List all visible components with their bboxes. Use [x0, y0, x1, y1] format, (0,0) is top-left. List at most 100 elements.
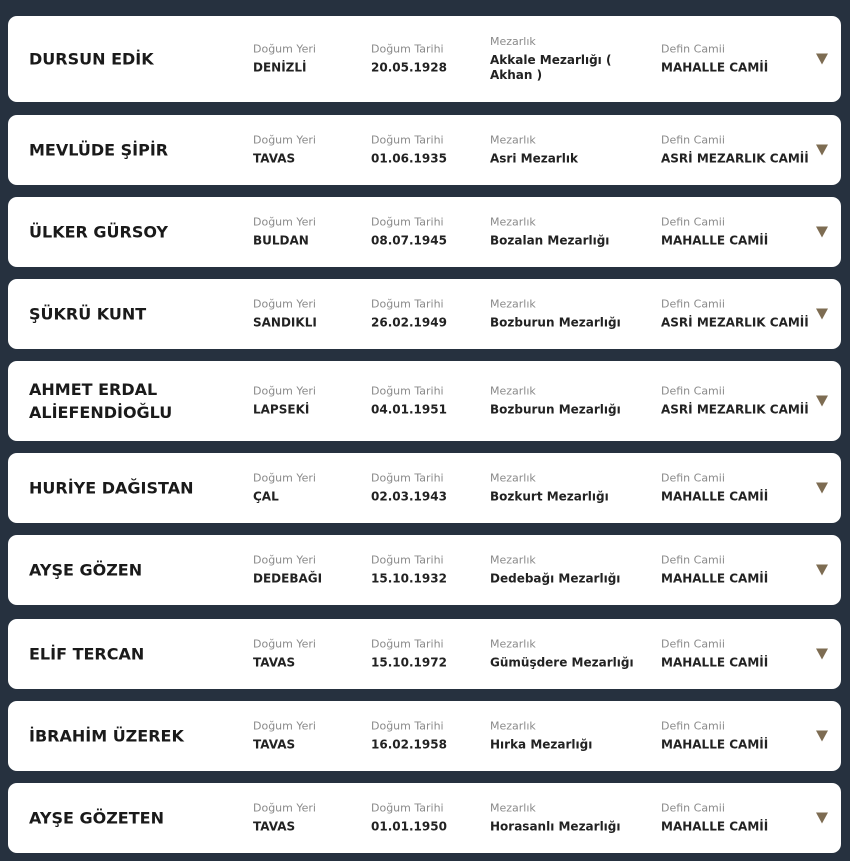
birthplace-value: ÇAL [253, 489, 279, 504]
cemetery-value: Horasanlı Mezarlığı [490, 819, 621, 834]
birthdate-field: Doğum Tarihi 16.02.1958 [371, 720, 447, 753]
mosque-value: ASRİ MEZARLIK CAMİİ [661, 151, 809, 166]
birthplace-field: Doğum Yeri DEDEBAĞI [253, 554, 322, 587]
birthplace-label: Doğum Yeri [253, 133, 316, 147]
deceased-name: ELİF TERCAN [29, 644, 145, 664]
birthdate-label: Doğum Tarihi [371, 471, 444, 485]
expand-arrow-icon[interactable] [816, 53, 828, 65]
birthplace-value: TAVAS [253, 737, 296, 752]
cemetery-field: Mezarlık Dedebağı Mezarlığı [490, 554, 655, 587]
cemetery-label: Mezarlık [490, 553, 536, 567]
expand-arrow-icon[interactable] [816, 395, 828, 407]
cemetery-field: Mezarlık Bozalan Mezarlığı [490, 216, 655, 249]
birthdate-field: Doğum Tarihi 01.06.1935 [371, 134, 447, 167]
birthplace-label: Doğum Yeri [253, 384, 316, 398]
expand-arrow-icon[interactable] [816, 730, 828, 742]
record-card[interactable]: ELİF TERCAN Doğum Yeri TAVAS Doğum Tarihi 1… [8, 619, 841, 689]
birthdate-label: Doğum Tarihi [371, 553, 444, 567]
mosque-value: MAHALLE CAMİİ [661, 489, 769, 504]
birthdate-field: Doğum Tarihi 08.07.1945 [371, 216, 447, 249]
birthdate-value: 26.02.1949 [371, 315, 447, 330]
deceased-name: HURİYE DAĞISTAN [29, 478, 194, 498]
birthplace-field: Doğum Yeri TAVAS [253, 134, 316, 167]
mosque-field: Defin Camii MAHALLE CAMİİ [661, 216, 768, 249]
record-card[interactable]: AYŞE GÖZEN Doğum Yeri DEDEBAĞI Doğum Tarih… [8, 535, 841, 605]
birthdate-value: 15.10.1932 [371, 571, 447, 586]
cemetery-value: Bozburun Mezarlığı [490, 315, 621, 330]
record-card[interactable]: AHMET ERDAL ALİEFENDİOĞLU Doğum Yeri LAPS… [8, 361, 841, 441]
record-card[interactable]: DURSUN EDİK Doğum Yeri DENİZLİ Doğum Tarih… [8, 16, 841, 102]
record-card[interactable]: MEVLÜDE ŞİPİR Doğum Yeri TAVAS Doğum Tarih… [8, 115, 841, 185]
birthdate-field: Doğum Tarihi 02.03.1943 [371, 472, 447, 505]
mosque-field: Defin Camii MAHALLE CAMİİ [661, 802, 768, 835]
birthdate-value: 01.06.1935 [371, 151, 447, 166]
mosque-label: Defin Camii [661, 384, 725, 398]
birthdate-label: Doğum Tarihi [371, 801, 444, 815]
expand-arrow-icon[interactable] [816, 648, 828, 660]
mosque-label: Defin Camii [661, 553, 725, 567]
mosque-field: Defin Camii MAHALLE CAMİİ [661, 43, 768, 76]
cemetery-field: Mezarlık Horasanlı Mezarlığı [490, 802, 655, 835]
cemetery-field: Mezarlık Akkale Mezarlığı ( Akhan ) [490, 35, 655, 83]
birthdate-field: Doğum Tarihi 15.10.1932 [371, 554, 447, 587]
deceased-name: ŞÜKRÜ KUNT [29, 304, 147, 324]
birthdate-field: Doğum Tarihi 04.01.1951 [371, 385, 447, 418]
mosque-field: Defin Camii MAHALLE CAMİİ [661, 554, 768, 587]
birthdate-value: 08.07.1945 [371, 233, 447, 248]
record-card[interactable]: HURİYE DAĞISTAN Doğum Yeri ÇAL Doğum Tarih… [8, 453, 841, 523]
birthdate-value: 02.03.1943 [371, 489, 447, 504]
mosque-value: MAHALLE CAMİİ [661, 571, 769, 586]
birthplace-label: Doğum Yeri [253, 553, 316, 567]
cemetery-label: Mezarlık [490, 35, 536, 48]
cemetery-value: Akkale Mezarlığı ( Akhan ) [490, 53, 612, 82]
birthdate-field: Doğum Tarihi 20.05.1928 [371, 43, 447, 76]
birthplace-label: Doğum Yeri [253, 42, 316, 56]
birthplace-value: TAVAS [253, 151, 296, 166]
deceased-name: MEVLÜDE ŞİPİR [29, 140, 169, 160]
cemetery-label: Mezarlık [490, 384, 536, 398]
cemetery-field: Mezarlık Asri Mezarlık [490, 134, 655, 167]
birthdate-label: Doğum Tarihi [371, 637, 444, 651]
mosque-field: Defin Camii ASRİ MEZARLIK CAMİİ [661, 298, 809, 331]
expand-arrow-icon[interactable] [816, 144, 828, 156]
cemetery-label: Mezarlık [490, 297, 536, 311]
mosque-value: MAHALLE CAMİİ [661, 819, 769, 834]
mosque-value: ASRİ MEZARLIK CAMİİ [661, 315, 809, 330]
cemetery-label: Mezarlık [490, 471, 536, 485]
birthdate-value: 20.05.1928 [371, 60, 447, 75]
record-card[interactable]: ÜLKER GÜRSOY Doğum Yeri BULDAN Doğum Tarih… [8, 197, 841, 267]
mosque-label: Defin Camii [661, 297, 725, 311]
mosque-label: Defin Camii [661, 471, 725, 485]
birthdate-label: Doğum Tarihi [371, 384, 444, 398]
birthplace-label: Doğum Yeri [253, 471, 316, 485]
expand-arrow-icon[interactable] [816, 564, 828, 576]
expand-arrow-icon[interactable] [816, 812, 828, 824]
birthdate-label: Doğum Tarihi [371, 133, 444, 147]
birthdate-value: 15.10.1972 [371, 655, 447, 670]
mosque-value: MAHALLE CAMİİ [661, 737, 769, 752]
birthdate-value: 01.01.1950 [371, 819, 447, 834]
mosque-label: Defin Camii [661, 215, 725, 229]
expand-arrow-icon[interactable] [816, 482, 828, 494]
cemetery-label: Mezarlık [490, 801, 536, 815]
record-card[interactable]: ŞÜKRÜ KUNT Doğum Yeri SANDIKLI Doğum Tarih… [8, 279, 841, 349]
expand-arrow-icon[interactable] [816, 226, 828, 238]
birthplace-field: Doğum Yeri BULDAN [253, 216, 316, 249]
record-card[interactable]: AYŞE GÖZETEN Doğum Yeri TAVAS Doğum Tarihi… [8, 783, 841, 853]
deceased-name: İBRAHİM ÜZEREK [29, 726, 184, 746]
cemetery-label: Mezarlık [490, 215, 536, 229]
mosque-label: Defin Camii [661, 637, 725, 651]
birthplace-value: BULDAN [253, 233, 309, 248]
cemetery-field: Mezarlık Bozburun Mezarlığı [490, 385, 655, 418]
mosque-label: Defin Camii [661, 133, 725, 147]
expand-arrow-icon[interactable] [816, 308, 828, 320]
birthplace-value: TAVAS [253, 655, 296, 670]
birthplace-field: Doğum Yeri TAVAS [253, 720, 316, 753]
cemetery-value: Hırka Mezarlığı [490, 737, 593, 752]
birthplace-value: DENİZLİ [253, 60, 307, 75]
mosque-field: Defin Camii ASRİ MEZARLIK CAMİİ [661, 385, 809, 418]
birthdate-label: Doğum Tarihi [371, 719, 444, 733]
birthplace-label: Doğum Yeri [253, 297, 316, 311]
deceased-name: DURSUN EDİK [29, 49, 154, 69]
record-card[interactable]: İBRAHİM ÜZEREK Doğum Yeri TAVAS Doğum Tari… [8, 701, 841, 771]
